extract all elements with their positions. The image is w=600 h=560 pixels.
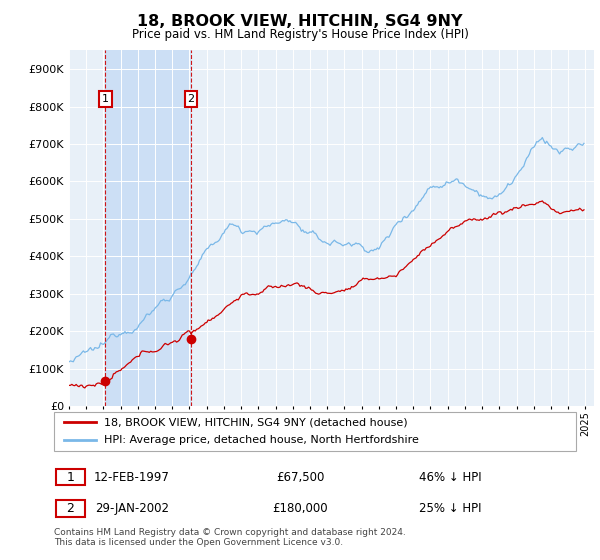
Text: 25% ↓ HPI: 25% ↓ HPI [419,502,481,515]
Text: Contains HM Land Registry data © Crown copyright and database right 2024.
This d: Contains HM Land Registry data © Crown c… [54,528,406,547]
Text: £67,500: £67,500 [276,470,324,484]
FancyBboxPatch shape [56,501,85,516]
Text: Price paid vs. HM Land Registry's House Price Index (HPI): Price paid vs. HM Land Registry's House … [131,28,469,41]
FancyBboxPatch shape [54,412,576,451]
Text: 2: 2 [67,502,74,515]
Bar [106,50,191,406]
Text: 46% ↓ HPI: 46% ↓ HPI [419,470,481,484]
Text: 18, BROOK VIEW, HITCHIN, SG4 9NY (detached house): 18, BROOK VIEW, HITCHIN, SG4 9NY (detach… [104,417,407,427]
Text: HPI: Average price, detached house, North Hertfordshire: HPI: Average price, detached house, Nort… [104,435,418,445]
Text: 12-FEB-1997: 12-FEB-1997 [94,470,170,484]
Text: 1: 1 [67,470,74,484]
FancyBboxPatch shape [56,469,85,485]
Text: £180,000: £180,000 [272,502,328,515]
Text: 1: 1 [102,94,109,104]
Text: 2: 2 [187,94,194,104]
Text: 29-JAN-2002: 29-JAN-2002 [95,502,169,515]
Text: 18, BROOK VIEW, HITCHIN, SG4 9NY: 18, BROOK VIEW, HITCHIN, SG4 9NY [137,14,463,29]
